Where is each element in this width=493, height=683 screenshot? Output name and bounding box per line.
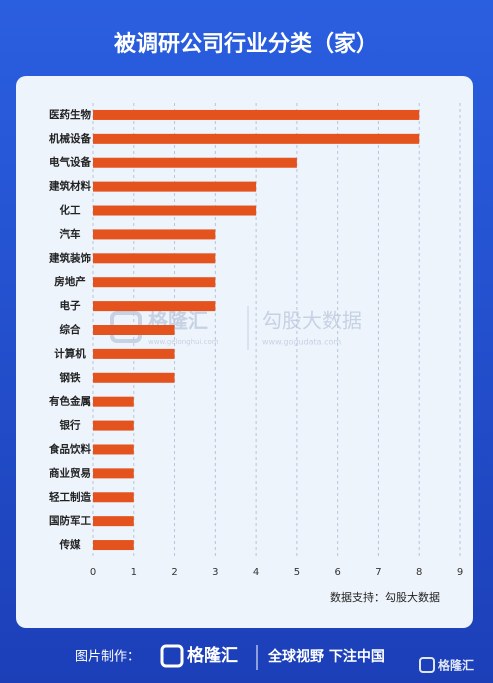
bar <box>93 109 420 120</box>
x-tick-label: 6 <box>334 567 340 578</box>
y-tick-label: 化工 <box>60 204 81 217</box>
y-tick-label: 建筑材料 <box>48 180 91 193</box>
y-tick-label: 汽车 <box>60 227 81 240</box>
bar <box>93 277 216 288</box>
footer-logo <box>160 644 184 668</box>
x-tick-label: 8 <box>416 567 422 578</box>
watermark-text: www.gelonghui.com <box>148 338 219 346</box>
bar <box>93 396 134 407</box>
bar <box>93 301 216 312</box>
bar <box>93 492 134 503</box>
x-tick-label: 5 <box>294 567 300 578</box>
bar <box>93 133 420 144</box>
bar <box>93 205 257 216</box>
y-tick-label: 建筑装饰 <box>48 251 91 264</box>
footer-brand: 格隆汇 <box>187 645 238 666</box>
watermark-text: 勾股大数据 <box>262 309 362 333</box>
source-note: 数据支持：勾股大数据 <box>330 590 440 604</box>
bar <box>93 325 175 335</box>
y-tick-label: 房地产 <box>54 275 86 288</box>
bar <box>93 516 134 527</box>
y-tick-label: 有色金属 <box>49 395 91 408</box>
y-tick-label: 轻工制造 <box>49 490 91 503</box>
chart-title: 被调研公司行业分类（家） <box>114 31 378 57</box>
footer-label: 图片制作： <box>75 650 140 665</box>
bar <box>93 253 216 264</box>
y-tick-label: 商业贸易 <box>49 466 91 479</box>
x-tick-label: 3 <box>212 567 218 578</box>
y-tick-label: 食品饮料 <box>48 442 91 455</box>
y-tick-label: 传媒 <box>59 538 81 551</box>
bar <box>93 348 175 359</box>
x-tick-label: 9 <box>457 567 463 578</box>
bar <box>93 229 216 240</box>
bar <box>93 420 134 431</box>
x-tick-label: 7 <box>375 567 381 578</box>
y-tick-label: 银行 <box>60 419 81 432</box>
x-tick-label: 0 <box>90 567 96 578</box>
y-tick-label: 计算机 <box>54 347 86 360</box>
footer-slogan: 全球视野 下注中国 <box>267 648 385 665</box>
corner-logo <box>419 657 435 673</box>
bar <box>93 540 134 551</box>
watermark-text: www.gogudata.com <box>262 338 341 347</box>
bar <box>93 468 134 479</box>
y-tick-label: 电气设备 <box>49 156 91 169</box>
x-tick-label: 4 <box>253 567 259 578</box>
corner-brand: 格隆汇 <box>438 658 474 673</box>
y-tick-label: 综合 <box>60 323 81 336</box>
y-tick-label: 钢铁 <box>60 371 81 384</box>
y-tick-label: 医药生物 <box>49 108 91 121</box>
bar <box>93 444 134 455</box>
y-tick-label: 机械设备 <box>49 132 91 145</box>
bar <box>93 181 257 192</box>
x-tick-label: 1 <box>131 567 137 578</box>
bar <box>93 157 297 168</box>
y-tick-label: 电子 <box>60 299 81 312</box>
y-tick-label: 国防军工 <box>49 514 91 527</box>
x-tick-label: 2 <box>171 567 177 578</box>
bar <box>93 372 175 383</box>
